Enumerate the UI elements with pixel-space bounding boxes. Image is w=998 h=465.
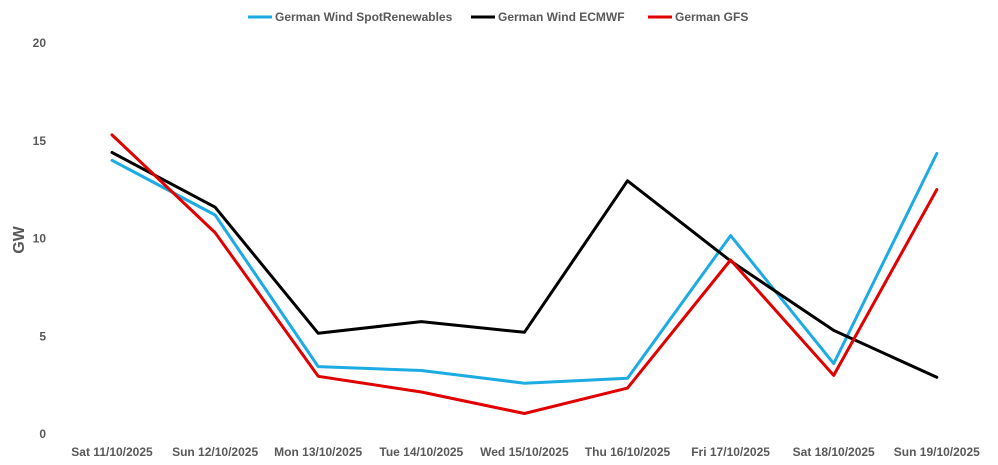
legend-label: German Wind SpotRenewables	[275, 10, 453, 24]
y-axis-ticks: 0 5 10 15 20	[33, 36, 47, 441]
y-axis-label: GW	[11, 225, 28, 253]
y-tick-label: 15	[33, 134, 47, 148]
x-tick-label: Wed 15/10/2025	[480, 445, 569, 459]
x-axis-ticks: Sat 11/10/2025 Sun 12/10/2025 Mon 13/10/20…	[71, 445, 980, 459]
legend: German Wind SpotRenewables German Wind EC…	[248, 10, 748, 24]
x-tick-label: Sun 19/10/2025	[894, 445, 980, 459]
y-tick-label: 10	[33, 232, 47, 246]
x-tick-label: Sat 18/10/2025	[793, 445, 875, 459]
x-tick-label: Mon 13/10/2025	[274, 445, 362, 459]
y-tick-label: 5	[39, 329, 46, 343]
series-line-2	[110, 151, 939, 379]
x-tick-label: Fri 17/10/2025	[691, 445, 770, 459]
plot-area	[110, 133, 939, 415]
y-tick-label: 0	[39, 427, 46, 441]
x-tick-label: Tue 14/10/2025	[379, 445, 463, 459]
legend-label: German GFS	[675, 10, 748, 24]
x-tick-label: Thu 16/10/2025	[585, 445, 671, 459]
series-line-1	[110, 152, 939, 385]
series-line-3	[110, 133, 939, 415]
x-tick-label: Sun 12/10/2025	[172, 445, 258, 459]
x-tick-label: Sat 11/10/2025	[71, 445, 153, 459]
legend-label: German Wind ECMWF	[498, 10, 625, 24]
y-tick-label: 20	[33, 36, 47, 50]
